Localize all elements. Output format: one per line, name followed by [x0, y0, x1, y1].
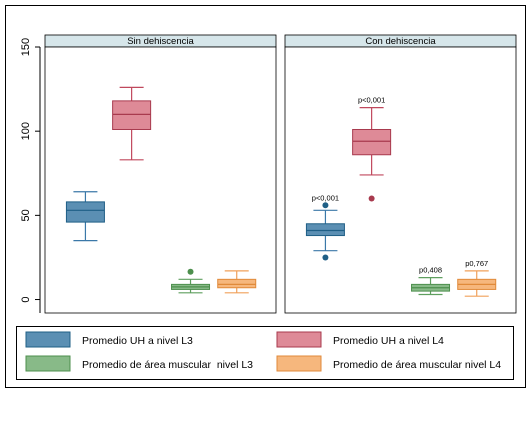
legend-swatch — [25, 355, 71, 372]
p-value-label: p<0,001 — [358, 96, 385, 105]
panel-title: Sin dehiscencia — [127, 36, 194, 47]
box — [352, 128, 392, 156]
y-tick-label: 100 — [20, 122, 32, 140]
legend-label: Promedio UH a nivel L3 — [82, 335, 193, 347]
outlier-point — [322, 202, 329, 209]
legend-label: Promedio UH a nivel L4 — [333, 335, 444, 347]
box — [112, 100, 152, 130]
legend-swatch — [25, 331, 71, 348]
outer-frame — [5, 5, 526, 388]
outlier-point — [187, 268, 194, 275]
legend-label: Promedio de área muscular nivel L4 — [333, 359, 501, 371]
legend-swatch — [276, 355, 322, 372]
legend-box — [16, 326, 514, 380]
p-value-label: p0,408 — [419, 266, 442, 275]
box — [305, 223, 345, 237]
p-value-label: p<0,001 — [312, 193, 339, 202]
panel-title: Con dehiscencia — [365, 36, 436, 47]
legend-label: Promedio de área muscular nivel L3 — [82, 359, 253, 371]
outlier-point — [322, 254, 329, 261]
y-tick-label: 150 — [20, 38, 32, 56]
panel-frame — [44, 46, 277, 314]
legend-swatch — [276, 331, 322, 348]
panel-frame — [284, 46, 517, 314]
outlier-point — [368, 195, 375, 202]
y-tick-label: 50 — [20, 209, 32, 221]
y-tick-label: 0 — [20, 296, 32, 302]
p-value-label: p0,767 — [465, 259, 488, 268]
box — [217, 278, 257, 289]
box — [65, 201, 105, 223]
